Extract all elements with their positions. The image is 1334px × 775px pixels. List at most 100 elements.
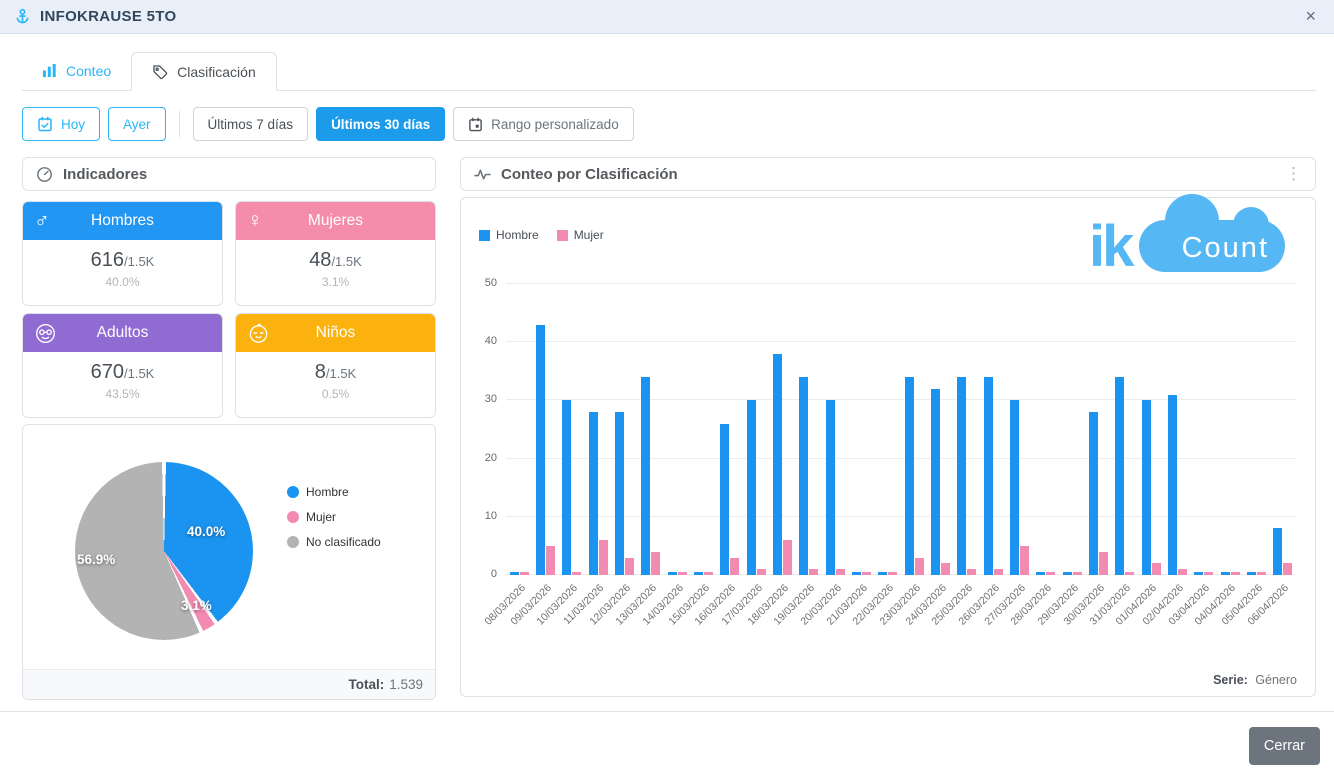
bar-mujer[interactable] bbox=[809, 569, 819, 575]
bar-mujer[interactable] bbox=[1072, 572, 1082, 575]
tab-conteo-label: Conteo bbox=[66, 62, 112, 79]
bar-hombre[interactable] bbox=[825, 400, 835, 575]
filter-ayer-button[interactable]: Ayer bbox=[108, 107, 166, 141]
bar-mujer[interactable] bbox=[967, 569, 977, 575]
bar-mujer[interactable] bbox=[1151, 563, 1161, 575]
gridline: 20 bbox=[485, 452, 1296, 464]
bar-mujer[interactable] bbox=[782, 540, 792, 575]
bar-hombre[interactable] bbox=[693, 572, 703, 575]
bar-legend-item[interactable]: Hombre bbox=[479, 228, 539, 242]
bar-hombre[interactable] bbox=[1246, 572, 1256, 575]
filter-30dias-button[interactable]: Últimos 30 días bbox=[316, 107, 446, 141]
bar-group bbox=[717, 284, 743, 575]
bar-hombre[interactable] bbox=[930, 388, 940, 575]
bar-hombre[interactable] bbox=[957, 377, 967, 575]
filter-30dias-label: Últimos 30 días bbox=[331, 116, 431, 132]
bar-group bbox=[848, 284, 874, 575]
bar-mujer[interactable] bbox=[545, 545, 555, 575]
bar-hombre[interactable] bbox=[1220, 572, 1230, 575]
bar-hombre[interactable] bbox=[799, 377, 809, 575]
bar-mujer[interactable] bbox=[624, 557, 634, 575]
bar-mujer[interactable] bbox=[993, 569, 1003, 575]
bar-hombre[interactable] bbox=[1194, 572, 1204, 575]
y-axis-tick: 40 bbox=[484, 335, 497, 348]
bar-mujer[interactable] bbox=[1230, 572, 1240, 575]
kebab-menu-icon[interactable]: ⋮ bbox=[1285, 164, 1302, 183]
bar-hombre[interactable] bbox=[1062, 572, 1072, 575]
close-icon[interactable]: × bbox=[1305, 6, 1316, 26]
bar-hombre[interactable] bbox=[1088, 412, 1098, 575]
bar-hombre[interactable] bbox=[562, 400, 572, 575]
y-axis-tick: 30 bbox=[484, 393, 497, 406]
bar-mujer[interactable] bbox=[1125, 572, 1135, 575]
bar-mujer[interactable] bbox=[940, 563, 950, 575]
bar-mujer[interactable] bbox=[888, 572, 898, 575]
pie-legend-item[interactable]: Hombre bbox=[287, 485, 381, 499]
bar-hombre[interactable] bbox=[746, 400, 756, 575]
series-label: Serie: bbox=[1213, 673, 1248, 687]
bar-legend-item[interactable]: Mujer bbox=[556, 228, 604, 242]
bar-hombre[interactable] bbox=[1115, 377, 1125, 575]
filter-hoy-button[interactable]: Hoy bbox=[22, 107, 101, 141]
filter-rango-label: Rango personalizado bbox=[491, 116, 619, 132]
pie-legend-item[interactable]: No clasificado bbox=[287, 535, 381, 549]
bar-mujer[interactable] bbox=[598, 540, 608, 575]
filter-hoy-label: Hoy bbox=[61, 116, 86, 132]
bar-mujer[interactable] bbox=[1098, 551, 1108, 575]
bar-mujer[interactable] bbox=[1177, 569, 1187, 575]
bar-mujer[interactable] bbox=[1204, 572, 1214, 575]
indicator-value: 48 bbox=[309, 249, 332, 271]
bar-group bbox=[1138, 284, 1164, 575]
bar-hombre[interactable] bbox=[1009, 400, 1019, 575]
filter-7dias-button[interactable]: Últimos 7 días bbox=[192, 107, 309, 141]
filter-rango-button[interactable]: Rango personalizado bbox=[453, 107, 634, 141]
cerrar-button[interactable]: Cerrar bbox=[1248, 727, 1320, 765]
bar-hombre[interactable] bbox=[720, 423, 730, 575]
bar-hombre[interactable] bbox=[1167, 394, 1177, 575]
pie-legend-item[interactable]: Mujer bbox=[287, 510, 381, 524]
bar-hombre[interactable] bbox=[772, 353, 782, 575]
bar-mujer[interactable] bbox=[519, 572, 529, 575]
filter-divider bbox=[178, 111, 180, 137]
bar-hombre[interactable] bbox=[851, 572, 861, 575]
indicator-card-title: Adultos bbox=[96, 324, 149, 341]
pie-legend-label: Hombre bbox=[306, 485, 349, 499]
bar-group bbox=[559, 284, 585, 575]
bar-hombre[interactable] bbox=[1273, 528, 1283, 575]
tab-conteo[interactable]: Conteo bbox=[22, 51, 131, 90]
bar-hombre[interactable] bbox=[1036, 572, 1046, 575]
bar-mujer[interactable] bbox=[914, 557, 924, 575]
male-icon: ♂ bbox=[34, 209, 50, 232]
pie-legend-swatch bbox=[287, 536, 299, 548]
bar-mujer[interactable] bbox=[1019, 545, 1029, 575]
bar-mujer[interactable] bbox=[1256, 572, 1266, 575]
bar-mujer[interactable] bbox=[651, 551, 661, 575]
window-title: INFOKRAUSE 5TO bbox=[40, 8, 177, 25]
bar-hombre[interactable] bbox=[878, 572, 888, 575]
bar-hombre[interactable] bbox=[588, 412, 598, 575]
bar-mujer[interactable] bbox=[1283, 563, 1293, 575]
bar-hombre[interactable] bbox=[1141, 400, 1151, 575]
bar-group bbox=[611, 284, 637, 575]
bar-group bbox=[1112, 284, 1138, 575]
bar-mujer[interactable] bbox=[703, 572, 713, 575]
bar-hombre[interactable] bbox=[614, 412, 624, 575]
bar-mujer[interactable] bbox=[677, 572, 687, 575]
indicator-card: ♀ Mujeres 48/1.5K 3.1% bbox=[235, 201, 436, 306]
bar-mujer[interactable] bbox=[730, 557, 740, 575]
bar-hombre[interactable] bbox=[904, 377, 914, 575]
bar-mujer[interactable] bbox=[861, 572, 871, 575]
bar-mujer[interactable] bbox=[572, 572, 582, 575]
bar-mujer[interactable] bbox=[756, 569, 766, 575]
bar-hombre[interactable] bbox=[983, 377, 993, 575]
bar-hombre[interactable] bbox=[667, 572, 677, 575]
pie-chart[interactable]: 40.0% 3.1% 56.9% bbox=[75, 462, 253, 640]
bar-mujer[interactable] bbox=[835, 569, 845, 575]
bar-hombre[interactable] bbox=[641, 377, 651, 575]
bar-hombre[interactable] bbox=[509, 572, 519, 575]
bar-chart-icon bbox=[42, 63, 57, 78]
bar-mujer[interactable] bbox=[1046, 572, 1056, 575]
bar-legend: Hombre Mujer bbox=[479, 228, 604, 242]
tab-clasificacion[interactable]: Clasificación bbox=[131, 52, 277, 91]
bar-hombre[interactable] bbox=[535, 324, 545, 575]
